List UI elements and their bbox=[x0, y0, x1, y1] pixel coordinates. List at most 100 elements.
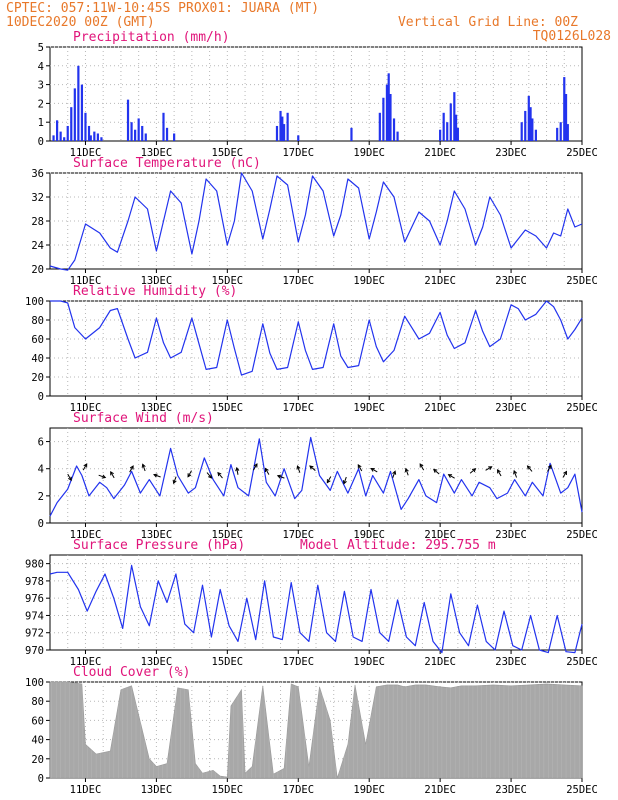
y-tick-label: 3 bbox=[38, 80, 44, 92]
precip-bar bbox=[456, 127, 459, 141]
y-tick-label: 972 bbox=[25, 628, 44, 640]
temp-series-line bbox=[49, 172, 583, 271]
x-tick-label: 15DEC bbox=[212, 529, 244, 541]
precip-bar bbox=[89, 135, 92, 141]
x-tick-label: 11DEC bbox=[70, 656, 102, 668]
precip-bar bbox=[446, 122, 449, 141]
wind-arrow-shaft bbox=[206, 472, 212, 479]
precip-bar bbox=[137, 118, 140, 141]
x-tick-label: 19DEC bbox=[353, 656, 385, 668]
precip-bar bbox=[279, 110, 282, 141]
x-tick-label: 21DEC bbox=[424, 275, 456, 287]
wind-arrow-head bbox=[526, 465, 531, 470]
precip-bar bbox=[382, 97, 385, 141]
precip-bar bbox=[559, 122, 562, 141]
y-tick-label: 1 bbox=[38, 117, 44, 129]
y-tick-label: 28 bbox=[31, 216, 44, 228]
x-tick-label: 17DEC bbox=[282, 784, 314, 796]
precip-bar bbox=[281, 116, 284, 141]
precip-bar bbox=[93, 131, 96, 141]
y-tick-label: 4 bbox=[38, 464, 44, 476]
precip-bar bbox=[66, 125, 69, 141]
x-tick-label: 13DEC bbox=[141, 784, 173, 796]
precip-bar bbox=[439, 129, 442, 141]
wind-arrow-head bbox=[129, 465, 134, 470]
x-tick-label: 11DEC bbox=[70, 402, 102, 414]
wind-arrow-head bbox=[141, 463, 146, 468]
y-tick-label: 60 bbox=[31, 334, 44, 346]
wind-arrow-shaft bbox=[217, 472, 223, 479]
x-tick-label: 23DEC bbox=[495, 529, 527, 541]
panel-temp: Surface Temperature (nC) 11DEC 13DEC 15DEC 1… bbox=[31, 156, 597, 287]
header-run-date: 10DEC2020 00Z (GMT) bbox=[6, 15, 155, 30]
precip-bar bbox=[297, 135, 300, 141]
wind-arrow-head bbox=[447, 474, 453, 478]
wind-arrow-shaft bbox=[253, 463, 258, 471]
wind-arrow-head bbox=[419, 463, 424, 468]
precip-bar bbox=[378, 112, 381, 141]
x-tick-label: 15DEC bbox=[212, 275, 244, 287]
wind-arrow-shaft bbox=[110, 471, 115, 479]
y-tick-label: 40 bbox=[31, 735, 44, 747]
precip-bar bbox=[130, 122, 133, 141]
y-tick-label: 974 bbox=[25, 610, 44, 622]
wind-arrow-shaft bbox=[370, 468, 378, 473]
y-tick-label: 32 bbox=[31, 192, 44, 204]
wind-arrow-head bbox=[187, 473, 192, 478]
x-tick-label: 21DEC bbox=[424, 402, 456, 414]
wind-arrow-shaft bbox=[469, 468, 476, 474]
y-tick-label: 0 bbox=[38, 136, 44, 148]
precip-bar bbox=[520, 122, 523, 141]
wind-arrow-shaft bbox=[547, 465, 552, 472]
wind-arrow-head bbox=[153, 473, 158, 478]
x-tick-label: 19DEC bbox=[353, 147, 385, 159]
x-tick-label: 21DEC bbox=[424, 147, 456, 159]
wind-arrow-head bbox=[253, 463, 258, 468]
wind-arrow-shaft bbox=[527, 465, 533, 472]
wind-arrow-shaft bbox=[448, 474, 455, 479]
wind-arrow-head bbox=[488, 466, 493, 471]
x-tick-label: 23DEC bbox=[495, 147, 527, 159]
precip-bar bbox=[70, 107, 73, 141]
precip-bar bbox=[529, 107, 532, 141]
wind-arrow-head bbox=[101, 474, 107, 479]
y-tick-label: 20 bbox=[31, 264, 44, 276]
precip-bar bbox=[73, 88, 76, 141]
wind-arrow-shaft bbox=[343, 476, 347, 484]
y-tick-label: 976 bbox=[25, 593, 44, 605]
precip-bar bbox=[564, 94, 568, 141]
y-tick-label: 0 bbox=[38, 773, 44, 785]
wind-arrow-shaft bbox=[297, 465, 301, 473]
wind-arrow-shaft bbox=[405, 468, 409, 476]
wind-arrow-shaft bbox=[264, 468, 270, 475]
precip-bar bbox=[282, 124, 286, 141]
wind-arrow-head bbox=[110, 470, 114, 476]
header-location: CPTEC: 057:11W-10:45S PROX01: JUARA (MT) bbox=[6, 1, 319, 16]
wind-arrow-shaft bbox=[497, 469, 502, 477]
wind-arrow-head bbox=[296, 465, 301, 470]
precip-bar bbox=[442, 112, 445, 141]
wind-arrow-head bbox=[208, 474, 213, 479]
precip-bar bbox=[350, 127, 353, 141]
precip-bar bbox=[527, 95, 530, 141]
x-tick-label: 17DEC bbox=[282, 656, 314, 668]
x-tick-label: 19DEC bbox=[353, 529, 385, 541]
x-tick-label: 23DEC bbox=[495, 784, 527, 796]
wind-arrow-head bbox=[217, 471, 222, 477]
x-tick-label: 11DEC bbox=[70, 784, 102, 796]
precip-bar bbox=[524, 110, 527, 141]
precip-bar bbox=[87, 125, 91, 141]
y-tick-label: 980 bbox=[25, 559, 44, 571]
wind-arrow-head bbox=[235, 466, 240, 472]
x-tick-label: 13DEC bbox=[141, 402, 173, 414]
y-tick-label: 20 bbox=[31, 754, 44, 766]
x-tick-label: 13DEC bbox=[141, 147, 173, 159]
precip-bar bbox=[534, 129, 537, 141]
precip-bar bbox=[387, 73, 390, 141]
precip-bar bbox=[449, 103, 452, 141]
x-tick-label: 15DEC bbox=[212, 784, 244, 796]
x-tick-label: 25DEC bbox=[566, 529, 598, 541]
precip-bar bbox=[566, 124, 569, 141]
panel-wind: Surface Wind (m/s) 11DEC 13DEC 15DEC 17DEC 19… bbox=[38, 411, 598, 541]
wind-arrow-head bbox=[309, 465, 314, 470]
